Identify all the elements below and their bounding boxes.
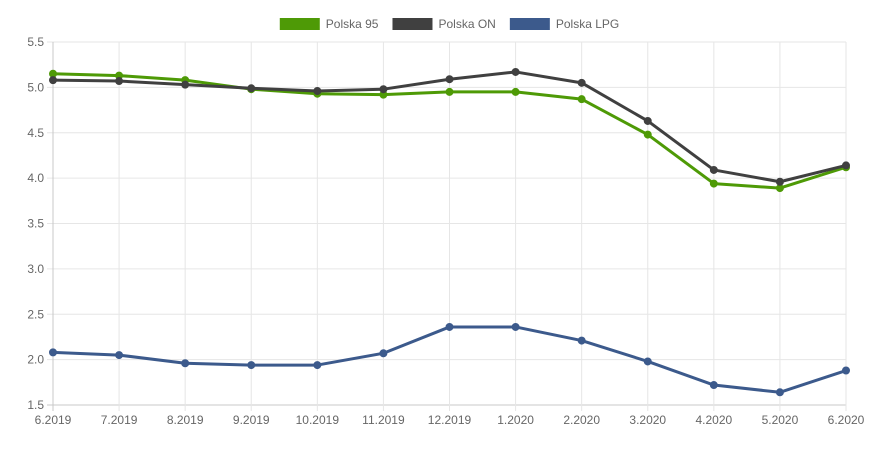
y-tick-label: 3.5 (27, 217, 44, 231)
data-point[interactable] (313, 361, 322, 370)
data-point[interactable] (709, 179, 718, 188)
data-point[interactable] (181, 359, 190, 368)
data-point[interactable] (445, 75, 454, 84)
data-point[interactable] (49, 76, 57, 85)
x-tick-label: 1.2020 (497, 413, 534, 427)
x-tick-label: 5.2020 (762, 413, 799, 427)
y-tick-label: 5.0 (27, 80, 44, 94)
y-tick-label: 3.0 (27, 262, 44, 276)
legend-label: Polska ON (438, 17, 495, 31)
legend-item-0[interactable]: Polska 95 (279, 17, 379, 31)
x-tick-label: 9.2019 (233, 413, 270, 427)
legend: Polska 95 Polska ON Polska LPG (279, 17, 619, 31)
legend-label: Polska LPG (556, 17, 619, 31)
y-tick-label: 1.5 (27, 398, 44, 412)
data-point[interactable] (643, 357, 652, 366)
grid-layer (47, 41, 847, 411)
y-tick-label: 2.0 (27, 353, 44, 367)
data-point[interactable] (643, 130, 652, 139)
data-point[interactable] (511, 67, 520, 76)
y-tick-label: 2.5 (27, 307, 44, 321)
data-point[interactable] (379, 349, 388, 358)
x-tick-label: 2.2020 (563, 413, 600, 427)
data-point[interactable] (577, 95, 586, 104)
y-tick-label: 4.0 (27, 171, 44, 185)
data-point[interactable] (247, 361, 256, 370)
legend-swatch (279, 18, 320, 30)
data-point[interactable] (247, 84, 256, 93)
x-tick-label: 7.2019 (101, 413, 138, 427)
data-point[interactable] (181, 80, 190, 89)
x-tick-label: 12.2019 (428, 413, 472, 427)
legend-swatch (392, 18, 433, 30)
data-point[interactable] (445, 322, 454, 331)
x-tick-label: 6.2019 (35, 413, 72, 427)
legend-swatch (509, 18, 550, 30)
x-tick-label: 8.2019 (167, 413, 204, 427)
data-point[interactable] (445, 87, 454, 96)
data-point[interactable] (775, 388, 784, 397)
data-point[interactable] (313, 87, 322, 96)
data-point[interactable] (115, 77, 124, 86)
data-point[interactable] (577, 336, 586, 345)
legend-item-2[interactable]: Polska LPG (509, 17, 619, 31)
data-point[interactable] (842, 161, 850, 170)
x-tick-label: 6.2020 (828, 413, 865, 427)
axis-layer: 1.5 2.0 2.5 3.0 3.5 4.0 4.5 5.0 5.5 6.2019 7.2019 8… (27, 35, 864, 427)
data-point[interactable] (511, 322, 520, 331)
series-layer (49, 67, 850, 397)
data-point[interactable] (379, 85, 388, 94)
data-point[interactable] (115, 351, 124, 360)
legend-label: Polska 95 (326, 17, 379, 31)
data-point[interactable] (49, 348, 57, 357)
y-tick-label: 4.5 (27, 126, 44, 140)
data-point[interactable] (842, 366, 850, 375)
x-tick-label: 3.2020 (629, 413, 666, 427)
x-tick-label: 4.2020 (695, 413, 732, 427)
data-point[interactable] (577, 78, 586, 87)
x-tick-label: 11.2019 (362, 413, 405, 427)
data-point[interactable] (511, 87, 520, 96)
data-point[interactable] (643, 116, 652, 125)
x-tick-label: 10.2019 (296, 413, 340, 427)
data-point[interactable] (709, 381, 718, 390)
y-tick-label: 5.5 (27, 35, 44, 49)
data-point[interactable] (775, 177, 784, 186)
data-point[interactable] (709, 165, 718, 174)
legend-item-1[interactable]: Polska ON (392, 17, 496, 31)
